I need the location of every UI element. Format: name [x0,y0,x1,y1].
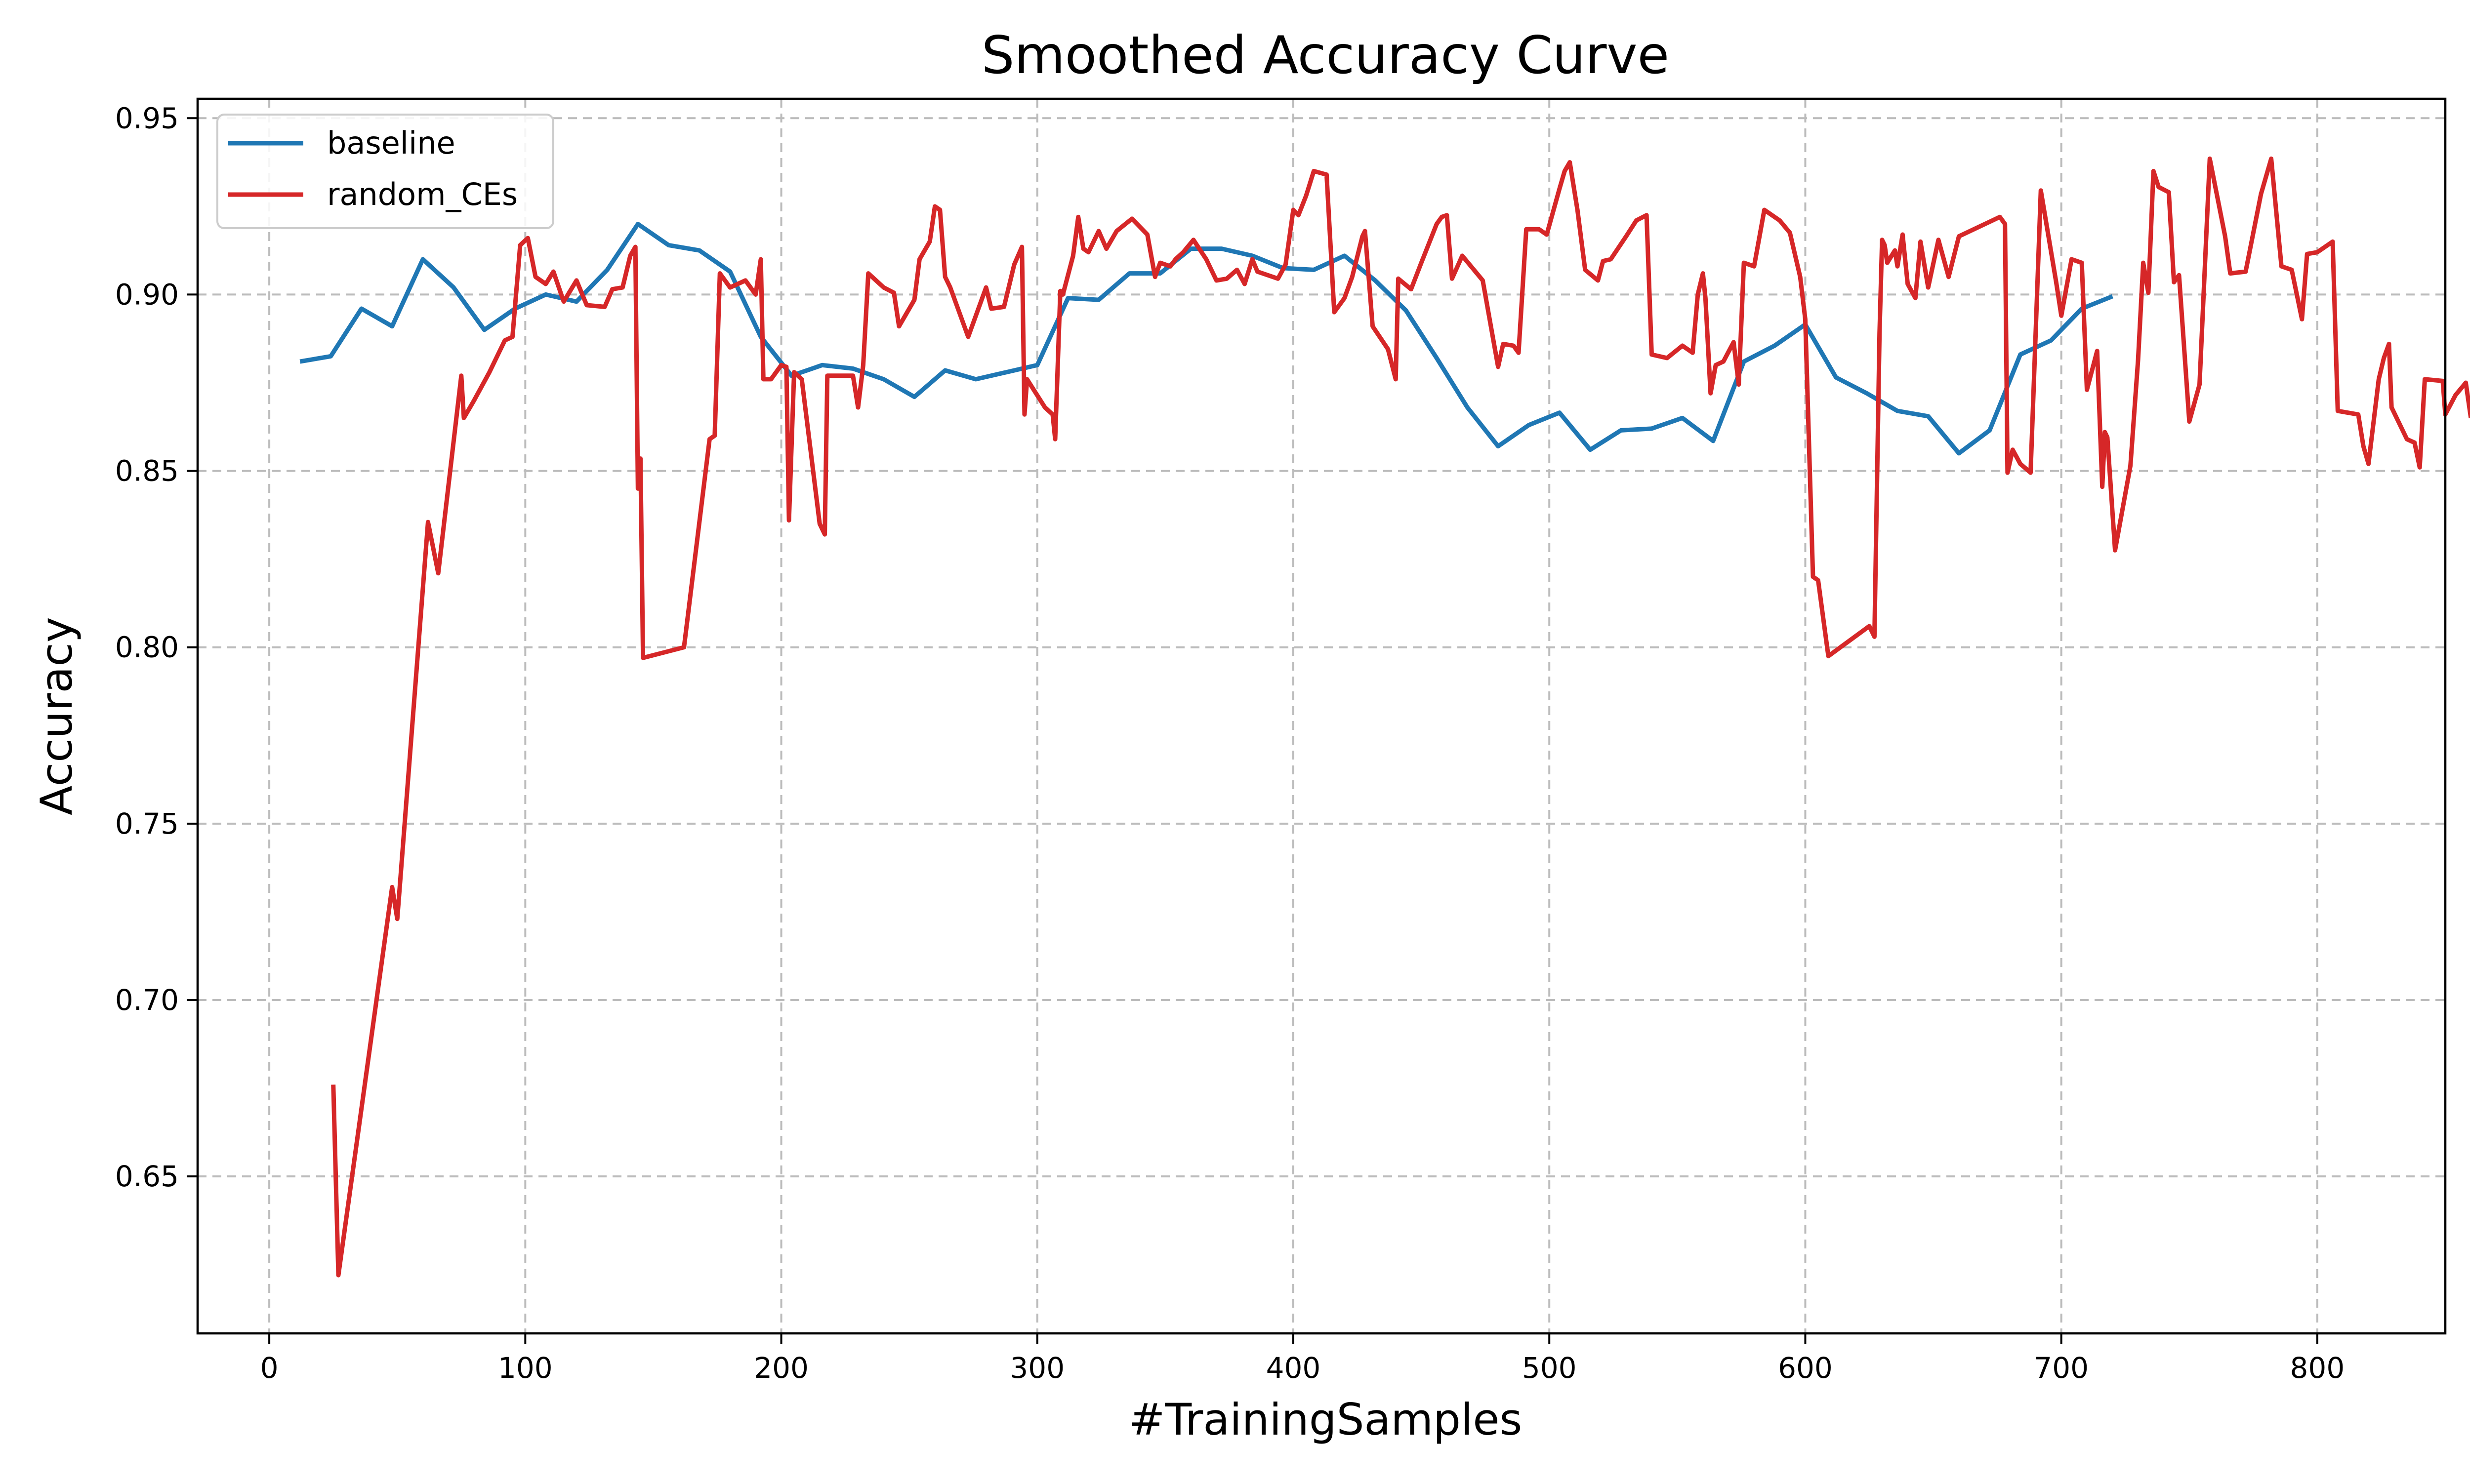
series-line-random-ces [331,156,2470,1278]
plot-frame [196,97,2447,1335]
x-tick-label: 600 [1778,1351,1833,1385]
series-layer [299,156,2470,1278]
x-tick-label: 500 [1522,1351,1577,1385]
legend-label-random-ces: random_CEs [327,176,518,212]
x-tick-label: 200 [754,1351,809,1385]
x-tick-label: 800 [2290,1351,2345,1385]
x-axis-label: #TrainingSamples [1129,1394,1523,1445]
x-tick-label: 400 [1266,1351,1321,1385]
legend: baseline random_CEs [216,114,554,229]
x-tick-label: 300 [1010,1351,1065,1385]
y-tick-label: 0.65 [115,1160,179,1193]
y-axis-label: Accuracy [31,617,82,815]
y-tick-label: 0.85 [115,454,179,488]
tick-layer: 0 100 200 300 400 500 600 700 800 0.65 0.70 0.75 0.8… [115,101,2345,1385]
series-line-baseline [299,222,2113,456]
x-tick-label: 0 [260,1351,279,1385]
legend-label-baseline: baseline [327,125,455,161]
x-tick-label: 700 [2034,1351,2089,1385]
y-tick-label: 0.90 [115,278,179,311]
y-tick-label: 0.80 [115,631,179,664]
chart-title: Smoothed Accuracy Curve [982,25,1669,85]
y-tick-label: 0.95 [115,101,179,135]
y-tick-label: 0.70 [115,983,179,1017]
grid-layer [198,99,2445,1333]
y-tick-label: 0.75 [115,807,179,841]
x-tick-label: 100 [498,1351,553,1385]
